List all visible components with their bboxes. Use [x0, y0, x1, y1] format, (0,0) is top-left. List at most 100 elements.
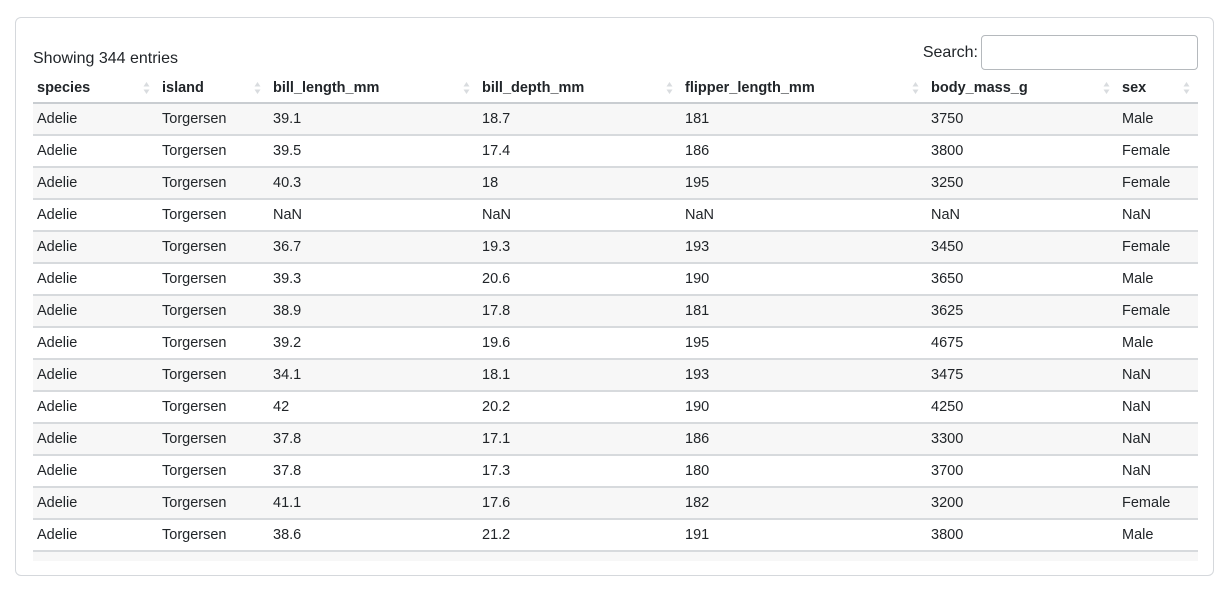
cell-flipper-length-mm: 190	[681, 263, 927, 296]
cell-species: Adelie	[33, 231, 158, 264]
entries-info: Showing 344 entries	[33, 50, 178, 67]
cell-body-mass-g: 3450	[927, 231, 1118, 264]
cell-bill-depth-mm: 18.7	[478, 103, 681, 136]
cell-body-mass-g: 3650	[927, 263, 1118, 296]
cell-flipper-length-mm: 181	[681, 295, 927, 328]
cell-body-mass-g: 3800	[927, 519, 1118, 552]
column-header-flipper-length-mm[interactable]: flipper_length_mm	[681, 74, 927, 104]
column-header-body-mass-g[interactable]: body_mass_g	[927, 74, 1118, 104]
cell-sex: NaN	[1118, 423, 1198, 456]
column-header-bill-depth-mm[interactable]: bill_depth_mm	[478, 74, 681, 104]
header-row: species island bill_length_mm bill_depth_mm…	[33, 74, 1198, 104]
table-row: Adelie Torgersen 39.5 17.4 186 3800 Female	[33, 135, 1198, 168]
column-header-label: island	[162, 80, 204, 96]
cell-body-mass-g: 3625	[927, 295, 1118, 328]
cell-sex: NaN	[1118, 199, 1198, 232]
cell-bill-length-mm: 39.5	[269, 135, 478, 168]
cell-bill-length-mm: 38.6	[269, 519, 478, 552]
sort-icon[interactable]	[254, 81, 261, 95]
cell-island: Torgersen	[158, 327, 269, 360]
cell-bill-depth-mm: 17.1	[478, 423, 681, 456]
cell-island: Torgersen	[158, 295, 269, 328]
search-input[interactable]	[981, 35, 1198, 70]
cell-bill-length-mm: 42	[269, 391, 478, 424]
cell-body-mass-g: 3800	[927, 135, 1118, 168]
cell-sex: NaN	[1118, 391, 1198, 424]
cell-island: Torgersen	[158, 359, 269, 392]
cell-flipper-length-mm: 193	[681, 231, 927, 264]
sort-icon[interactable]	[666, 81, 673, 95]
table-row: Adelie Torgersen 38.6 21.2 191 3800 Male	[33, 519, 1198, 552]
column-header-bill-length-mm[interactable]: bill_length_mm	[269, 74, 478, 104]
cell-bill-depth-mm: NaN	[478, 199, 681, 232]
cell-flipper-length-mm: 181	[681, 103, 927, 136]
cell-species: Adelie	[33, 327, 158, 360]
cell-bill-length-mm: 39.2	[269, 327, 478, 360]
cell-species: Adelie	[33, 199, 158, 232]
cell-species: Adelie	[33, 135, 158, 168]
table-row: Adelie Torgersen 41.1 17.6 182 3200 Female	[33, 487, 1198, 520]
sort-icon[interactable]	[1103, 81, 1110, 95]
cell-island: Torgersen	[158, 199, 269, 232]
cell-sex: Male	[1118, 519, 1198, 552]
cell-flipper-length-mm: 186	[681, 135, 927, 168]
column-header-island[interactable]: island	[158, 74, 269, 104]
cell-body-mass-g: 3750	[927, 103, 1118, 136]
cell-sex: Female	[1118, 487, 1198, 520]
table-row: Adelie Torgersen 39.2 19.6 195 4675 Male	[33, 327, 1198, 360]
cell-island: Torgersen	[158, 135, 269, 168]
table-row: Adelie Torgersen NaN NaN NaN NaN NaN	[33, 199, 1198, 232]
cell-flipper-length-mm: 193	[681, 359, 927, 392]
column-header-label: flipper_length_mm	[685, 80, 815, 96]
column-header-sex[interactable]: sex	[1118, 74, 1198, 104]
cell-body-mass-g: NaN	[927, 199, 1118, 232]
cell-body-mass-g: 3200	[927, 487, 1118, 520]
cell-sex: Female	[1118, 231, 1198, 264]
column-header-label: species	[37, 80, 91, 96]
column-header-species[interactable]: species	[33, 74, 158, 104]
sort-icon[interactable]	[463, 81, 470, 95]
sort-icon[interactable]	[143, 81, 150, 95]
cell-species: Adelie	[33, 359, 158, 392]
cell-bill-length-mm: 37.8	[269, 455, 478, 488]
cell-island: Torgersen	[158, 167, 269, 200]
column-header-label: bill_length_mm	[273, 80, 380, 96]
cell-flipper-length-mm: 195	[681, 327, 927, 360]
cell-flipper-length-mm: 195	[681, 167, 927, 200]
cell-species: Adelie	[33, 455, 158, 488]
cell-bill-depth-mm: 19.3	[478, 231, 681, 264]
cell-island: Torgersen	[158, 423, 269, 456]
cell-body-mass-g: 4250	[927, 391, 1118, 424]
table-footer	[33, 552, 1198, 561]
cell-bill-length-mm: 38.9	[269, 295, 478, 328]
data-table: species island bill_length_mm bill_depth_mm…	[33, 74, 1198, 552]
table-row: Adelie Torgersen 38.9 17.8 181 3625 Female	[33, 295, 1198, 328]
cell-body-mass-g: 3700	[927, 455, 1118, 488]
table-card	[15, 17, 1214, 576]
cell-bill-length-mm: 39.1	[269, 103, 478, 136]
sort-icon[interactable]	[912, 81, 919, 95]
cell-bill-length-mm: 41.1	[269, 487, 478, 520]
cell-bill-depth-mm: 18	[478, 167, 681, 200]
table-row: Adelie Torgersen 42 20.2 190 4250 NaN	[33, 391, 1198, 424]
cell-species: Adelie	[33, 103, 158, 136]
sort-icon[interactable]	[1183, 81, 1190, 95]
table-row: Adelie Torgersen 39.3 20.6 190 3650 Male	[33, 263, 1198, 296]
cell-sex: Female	[1118, 167, 1198, 200]
table-row: Adelie Torgersen 37.8 17.3 180 3700 NaN	[33, 455, 1198, 488]
cell-sex: Male	[1118, 103, 1198, 136]
cell-flipper-length-mm: NaN	[681, 199, 927, 232]
cell-species: Adelie	[33, 519, 158, 552]
cell-bill-depth-mm: 17.4	[478, 135, 681, 168]
cell-species: Adelie	[33, 391, 158, 424]
cell-species: Adelie	[33, 487, 158, 520]
cell-sex: NaN	[1118, 359, 1198, 392]
cell-species: Adelie	[33, 295, 158, 328]
cell-bill-length-mm: 34.1	[269, 359, 478, 392]
search-label: Search:	[922, 43, 978, 61]
search-box: Search:	[923, 35, 1198, 70]
cell-body-mass-g: 3250	[927, 167, 1118, 200]
table-row: Adelie Torgersen 34.1 18.1 193 3475 NaN	[33, 359, 1198, 392]
cell-bill-depth-mm: 19.6	[478, 327, 681, 360]
cell-bill-length-mm: 40.3	[269, 167, 478, 200]
